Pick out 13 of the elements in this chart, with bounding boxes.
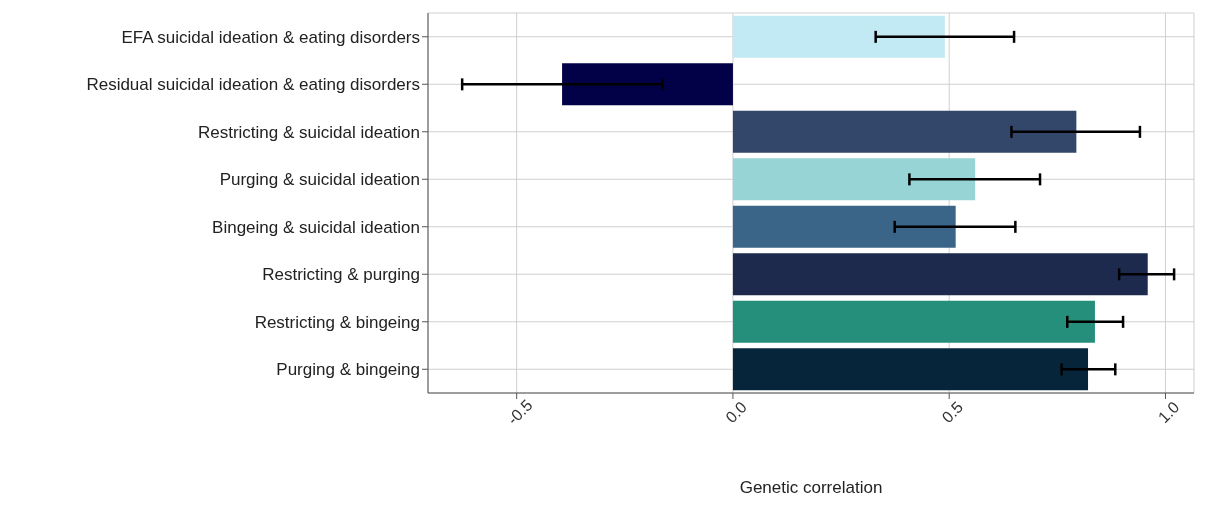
- x-tick-label: 0.5: [938, 398, 967, 427]
- y-tick-label: Purging & bingeing: [276, 360, 420, 380]
- x-tick-label: 0.0: [722, 398, 751, 427]
- y-tick-label: Restricting & suicidal ideation: [197, 122, 420, 142]
- y-tick-label: Residual suicidal ideation & eating disorders: [86, 75, 420, 95]
- y-tick-label: Purging & suicidal ideation: [219, 170, 420, 190]
- y-tick-label: Restricting & bingeing: [254, 312, 420, 332]
- x-axis-title: Genetic correlation: [739, 478, 883, 497]
- y-tick-label: Restricting & purging: [262, 265, 420, 285]
- x-tick-label: 1.0: [1154, 398, 1183, 427]
- y-tick-label: EFA suicidal ideation & eating disorders: [121, 27, 420, 47]
- y-tick-label: Bingeing & suicidal ideation: [212, 217, 420, 237]
- x-tick-label: -0.5: [504, 396, 536, 428]
